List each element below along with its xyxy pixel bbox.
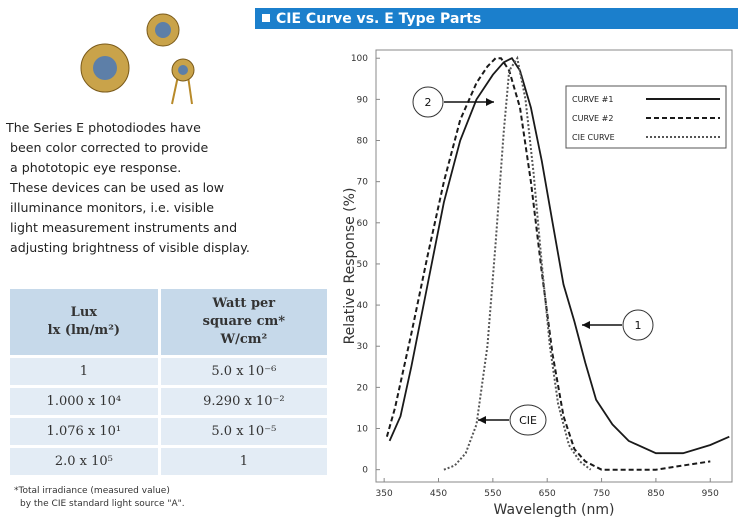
callout-label: 1 [635,319,642,332]
y-tick-label: 0 [362,466,368,476]
y-tick-label: 50 [357,260,369,270]
callout-arrowhead [478,416,486,424]
header-title: CIE Curve vs. E Type Parts [276,11,481,27]
page: The Series E photodiodes have been color… [0,0,738,523]
legend-label: CIE CURVE [572,133,615,142]
chart: CIE Curve vs. E Type Parts Relative Resp… [0,0,738,523]
x-axis-title: Wavelength (nm) [494,502,615,518]
y-tick-label: 40 [357,301,369,311]
x-tick-label: 650 [539,489,556,499]
x-tick-label: 950 [702,489,719,499]
callout-arrowhead [486,98,494,106]
callout-label: 2 [425,96,432,109]
x-tick-label: 550 [484,489,501,499]
legend-label: CURVE #2 [572,114,613,123]
y-tick-label: 20 [357,383,369,393]
header-bullet [262,14,270,22]
x-tick-label: 850 [647,489,664,499]
y-tick-label: 100 [351,54,368,64]
legend-label: CURVE #1 [572,95,613,104]
x-tick-label: 750 [593,489,610,499]
y-tick-label: 60 [357,219,369,229]
x-tick-label: 450 [430,489,447,499]
callout-arrowhead [582,321,590,329]
y-tick-label: 80 [357,137,369,147]
y-tick-label: 70 [357,178,369,188]
callout-label: CIE [519,414,537,427]
x-tick-label: 350 [376,489,393,499]
y-tick-label: 90 [357,95,369,105]
y-tick-label: 10 [357,425,369,435]
y-tick-label: 30 [357,342,369,352]
